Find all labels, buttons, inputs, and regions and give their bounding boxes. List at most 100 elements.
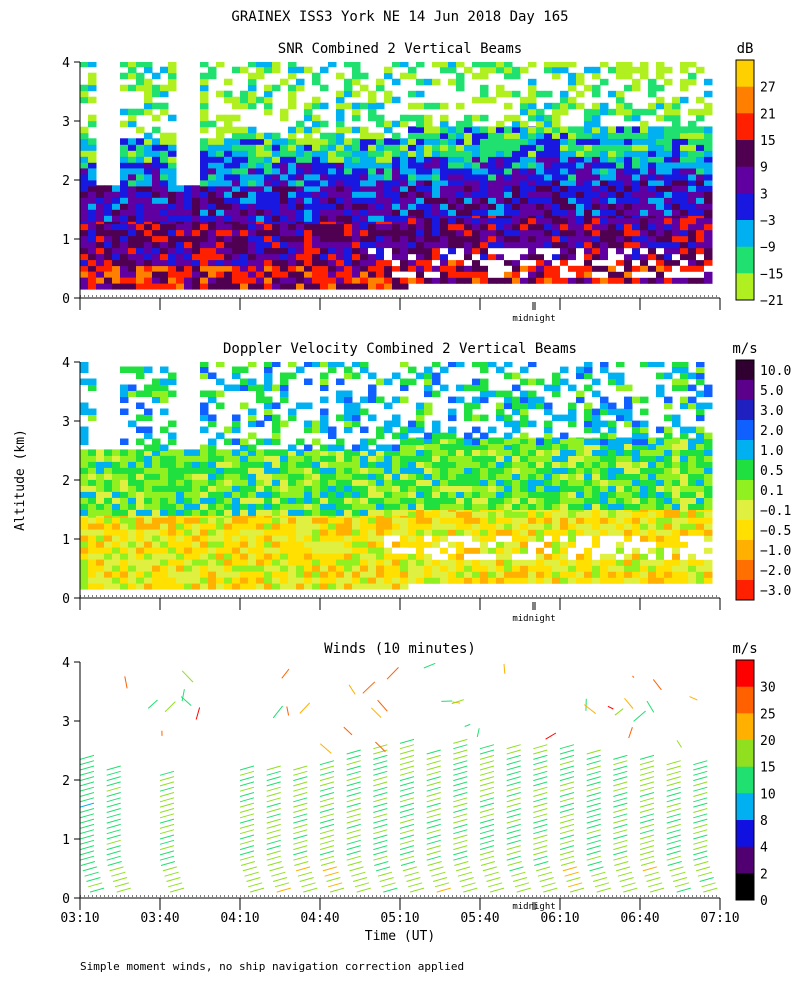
field-cell <box>464 162 473 169</box>
field-cell <box>512 420 521 428</box>
field-cell <box>512 223 521 231</box>
field-cell <box>408 90 417 98</box>
field-cell <box>104 517 113 524</box>
field-cell <box>168 72 177 80</box>
field-cell <box>160 150 169 157</box>
field-cell <box>256 497 265 504</box>
field-cell <box>632 349 641 356</box>
field-cell <box>160 167 169 175</box>
field-cell <box>696 132 705 139</box>
field-cell <box>416 185 425 192</box>
field-cell <box>688 49 697 56</box>
field-cell <box>240 156 249 163</box>
field-cell <box>328 553 337 560</box>
field-cell <box>264 229 273 237</box>
field-cell <box>656 271 665 278</box>
field-cell <box>656 72 665 80</box>
field-cell <box>360 241 369 249</box>
field-cell <box>464 120 473 128</box>
field-cell <box>440 102 449 110</box>
field-cell <box>424 402 433 410</box>
field-cell <box>336 529 345 536</box>
field-cell <box>624 114 633 122</box>
field-cell <box>360 102 369 110</box>
field-cell <box>624 168 633 175</box>
field-cell <box>440 126 449 134</box>
field-cell <box>616 271 625 278</box>
field-cell <box>472 259 481 266</box>
field-cell <box>160 571 169 578</box>
field-cell <box>160 247 169 255</box>
field-cell <box>472 150 481 157</box>
field-cell <box>392 179 401 187</box>
field-cell <box>216 185 225 192</box>
field-cell <box>424 461 433 468</box>
field-cell <box>280 138 289 145</box>
field-cell <box>584 414 593 422</box>
field-cell <box>472 577 481 584</box>
field-cell <box>568 271 577 278</box>
field-cell <box>680 432 689 440</box>
field-cell <box>608 511 617 518</box>
field-cell <box>288 553 297 560</box>
snr-colorbar-label: −9 <box>760 241 776 256</box>
field-cell <box>584 126 593 134</box>
field-cell <box>168 179 177 187</box>
field-cell <box>104 229 113 237</box>
snr-colorbar-swatch <box>736 246 754 274</box>
field-cell <box>184 553 193 560</box>
field-cell <box>592 571 601 578</box>
field-cell <box>88 156 97 163</box>
field-cell <box>144 96 153 104</box>
field-cell <box>392 444 401 451</box>
field-cell <box>552 223 561 231</box>
field-cell <box>656 203 665 210</box>
field-cell <box>432 449 441 456</box>
field-cell <box>552 229 561 237</box>
field-cell <box>120 529 129 536</box>
field-cell <box>304 362 313 367</box>
field-cell <box>456 485 465 492</box>
field-cell <box>216 265 225 272</box>
field-cell <box>464 565 473 572</box>
field-cell <box>328 529 337 536</box>
field-cell <box>496 408 505 416</box>
field-cell <box>248 571 257 578</box>
field-cell <box>624 402 633 410</box>
field-cell <box>448 203 457 210</box>
field-cell <box>248 565 257 572</box>
field-cell <box>216 229 225 237</box>
field-cell <box>424 223 433 231</box>
field-cell <box>136 485 145 492</box>
field-cell <box>128 271 137 278</box>
field-cell <box>472 547 481 554</box>
field-cell <box>552 66 561 74</box>
field-cell <box>568 156 577 163</box>
field-cell <box>168 197 177 204</box>
field-cell <box>584 461 593 468</box>
field-cell <box>336 565 345 572</box>
field-cell <box>608 156 617 163</box>
field-cell <box>248 173 257 181</box>
field-cell <box>560 541 569 548</box>
field-cell <box>360 167 369 175</box>
field-cell <box>440 271 449 278</box>
field-cell <box>240 209 249 216</box>
field-cell <box>368 565 377 572</box>
field-cell <box>536 271 545 278</box>
field-cell <box>592 577 601 584</box>
field-cell <box>80 491 89 498</box>
field-cell <box>304 197 313 204</box>
field-cell <box>440 241 449 249</box>
field-cell <box>408 223 417 231</box>
field-cell <box>144 241 153 249</box>
field-cell <box>504 565 513 572</box>
field-cell <box>672 126 681 134</box>
field-cell <box>584 84 593 92</box>
field-cell <box>440 120 449 128</box>
field-cell <box>520 168 529 175</box>
field-cell <box>312 583 321 590</box>
field-cell <box>640 66 649 74</box>
field-cell <box>664 102 673 110</box>
field-cell <box>488 455 497 462</box>
